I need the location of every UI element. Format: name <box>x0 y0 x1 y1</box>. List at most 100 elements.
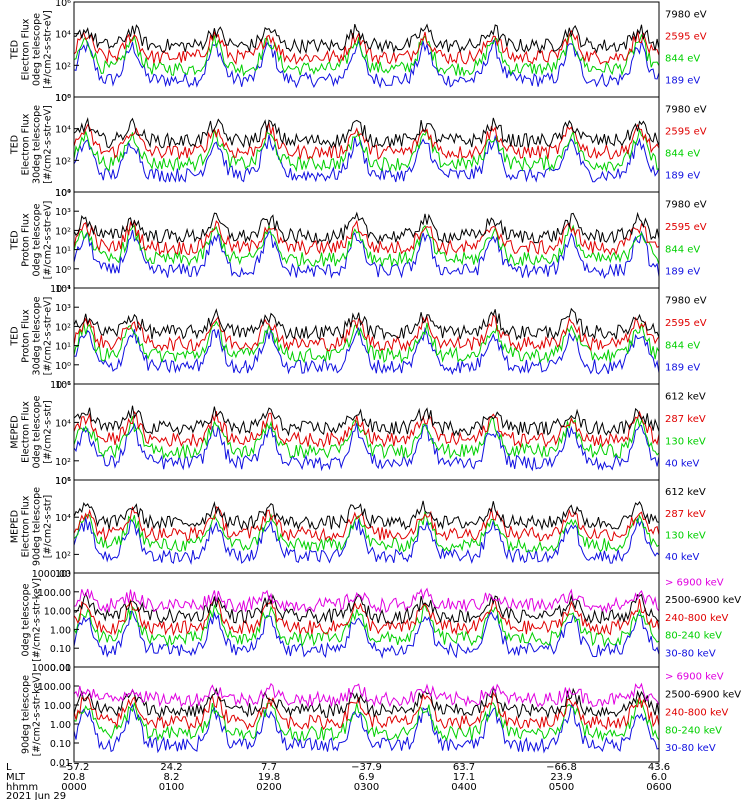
y-tick-label: 10⁴ <box>55 284 71 295</box>
series-130-kev <box>73 415 660 460</box>
x-tick-label-time: 0100 <box>159 782 184 793</box>
y-tick-label: 10³ <box>55 207 71 218</box>
series-7980-ev <box>73 307 660 341</box>
legend-entry: 844 eV <box>665 244 700 255</box>
y-tick-label: 10⁻¹ <box>50 284 71 295</box>
legend-entry: 7980 eV <box>665 9 707 20</box>
legend-entry: 80-240 keV <box>665 631 722 642</box>
x-tick-label-l: 24.2 <box>160 762 182 773</box>
series-7980-ev <box>73 116 660 149</box>
y-tick-label: 10¹ <box>55 246 71 257</box>
y-tick-label: 1.00 <box>50 720 71 731</box>
x-tick-label-l: 63.7 <box>453 762 475 773</box>
y-tick-label: 1000.00 <box>32 663 71 674</box>
panel-frame <box>73 1 660 98</box>
x-tick-label-time: 0500 <box>549 782 574 793</box>
legend-entry: 189 eV <box>665 171 700 182</box>
x-tick-label-l: −57.2 <box>59 762 90 773</box>
series-287-kev <box>73 506 660 542</box>
legend-entry: 612 keV <box>665 487 706 498</box>
legend-entry: 844 eV <box>665 54 700 65</box>
x-row-label: MLT <box>6 772 26 783</box>
legend-entry: 40 keV <box>665 552 699 563</box>
x-tick-label-mlt: 20.8 <box>63 772 85 783</box>
x-axis-labels: LMLThhmm−57.220.8000024.28.201007.719.80… <box>6 762 672 800</box>
legend-entry: 189 eV <box>665 76 700 87</box>
y-tick-label: 10² <box>55 156 71 167</box>
series-844-ev <box>73 127 660 173</box>
legend-entry: 287 keV <box>665 509 706 520</box>
series-844-ev <box>73 320 660 364</box>
series-2595-ev <box>73 313 660 352</box>
legend-entry: 30-80 keV <box>665 648 716 659</box>
legend-entry: 130 keV <box>665 436 706 447</box>
series-240-800-kev <box>73 691 660 731</box>
series-80-240-kev <box>73 603 660 648</box>
y-tick-label: 10¹ <box>55 569 71 580</box>
y-tick-label: 10⁴ <box>55 30 71 41</box>
panel-frame <box>73 666 660 763</box>
legend-entry: 240-800 keV <box>665 707 729 718</box>
series-189-ev <box>73 134 660 183</box>
y-axis-label: TEDElectron Flux0deg telescope[#/cm2-s-s… <box>10 10 54 89</box>
y-axis-label: 0deg telescope[#/cm2-s-str-keV] <box>21 578 43 662</box>
y-tick-label: 100.00 <box>38 588 71 599</box>
legend-entry: 2595 eV <box>665 222 707 233</box>
series--6900-kev <box>73 587 660 614</box>
y-tick-label: 10² <box>55 322 71 333</box>
x-tick-label-mlt: 19.8 <box>258 772 280 783</box>
x-row-label: hhmm <box>6 782 38 793</box>
x-tick-label-mlt: 17.1 <box>453 772 475 783</box>
x-tick-label-mlt: 6.0 <box>651 772 667 783</box>
legend-entry: > 6900 keV <box>665 672 724 683</box>
legend-entry: 844 eV <box>665 149 700 160</box>
legend-entry: 7980 eV <box>665 104 707 115</box>
legend-entry: 30-80 keV <box>665 743 716 754</box>
y-tick-label: 10² <box>55 550 71 561</box>
series-2595-ev <box>73 121 660 160</box>
y-tick-label: 0.01 <box>50 663 71 674</box>
legend-entry: 2595 eV <box>665 127 707 138</box>
y-axis-label: TEDProton Flux0deg telescope[#/cm2-s-str… <box>10 201 54 280</box>
y-tick-label: 1000.00 <box>32 569 71 580</box>
series-612-kev <box>73 405 660 437</box>
y-tick-label: 10⁴ <box>55 188 71 199</box>
y-tick-label: 1.00 <box>50 625 71 636</box>
y-tick-label: 10⁻¹ <box>50 380 71 391</box>
y-tick-label: 10² <box>55 457 71 468</box>
legend-entry: > 6900 keV <box>665 577 724 588</box>
y-tick-label: 10² <box>55 226 71 237</box>
panels-group: 10⁰ 10² 10⁴ 10⁶ TEDElectron Flux0deg telesco… <box>10 0 742 769</box>
y-axis-label: TEDProton Flux30deg telescope[#/cm2-s-st… <box>10 296 54 375</box>
x-tick-label-mlt: 23.9 <box>550 772 572 783</box>
series-80-240-kev <box>73 698 660 742</box>
x-tick-label-time: 0200 <box>256 782 281 793</box>
y-tick-label: 10⁰ <box>55 361 71 372</box>
y-tick-label: 0.10 <box>50 644 71 655</box>
y-axis-label: MEPEDElectron Flux0deg telescope[#/cm2-s… <box>10 395 54 468</box>
panel-frame <box>73 383 660 481</box>
x-tick-label-mlt: 6.9 <box>359 772 375 783</box>
series-189-ev <box>73 326 660 376</box>
legend-entry: 844 eV <box>665 340 700 351</box>
y-tick-label: 10⁶ <box>55 380 71 391</box>
legend-entry: 2500-6900 keV <box>665 595 741 606</box>
y-tick-label: 10⁰ <box>55 188 71 199</box>
x-tick-label-time: 0600 <box>646 782 671 793</box>
legend-entry: 40 keV <box>665 459 699 470</box>
y-tick-label: 10⁶ <box>55 476 71 487</box>
legend-entry: 7980 eV <box>665 200 707 211</box>
series-2595-ev <box>73 219 660 257</box>
y-tick-label: 10² <box>55 61 71 72</box>
y-tick-label: 10⁴ <box>55 513 71 524</box>
panel-frame <box>73 96 660 193</box>
series-40-kev <box>73 517 660 565</box>
x-tick-label-l: 43.6 <box>648 762 670 773</box>
y-tick-label: 10.00 <box>44 607 71 618</box>
legend-entry: 2500-6900 keV <box>665 689 741 700</box>
legend-entry: 287 keV <box>665 414 706 425</box>
